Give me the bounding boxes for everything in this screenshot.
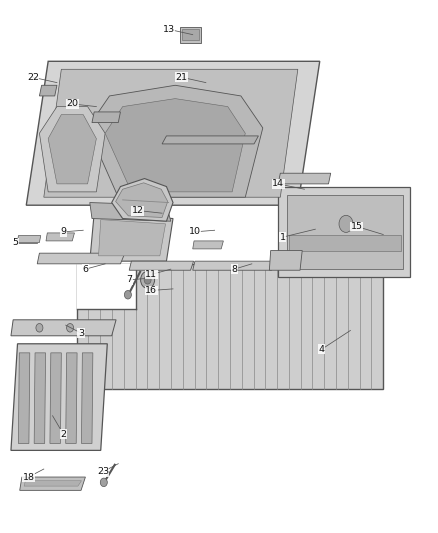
Polygon shape — [92, 112, 120, 123]
Polygon shape — [77, 264, 383, 389]
Text: 20: 20 — [66, 100, 78, 108]
Polygon shape — [18, 353, 30, 443]
Text: 21: 21 — [176, 73, 188, 82]
Polygon shape — [34, 353, 46, 443]
Polygon shape — [46, 233, 74, 241]
Text: 16: 16 — [145, 286, 157, 295]
Circle shape — [144, 276, 151, 284]
Polygon shape — [129, 261, 194, 270]
Text: 9: 9 — [60, 228, 67, 236]
Polygon shape — [26, 61, 320, 205]
Polygon shape — [269, 251, 302, 270]
Polygon shape — [287, 195, 403, 269]
Polygon shape — [289, 235, 401, 251]
Text: 23: 23 — [97, 467, 109, 476]
Polygon shape — [112, 179, 173, 221]
Text: 22: 22 — [27, 73, 39, 82]
Text: 12: 12 — [132, 206, 144, 215]
Circle shape — [339, 215, 353, 232]
Polygon shape — [180, 27, 201, 43]
Polygon shape — [39, 85, 57, 96]
Polygon shape — [162, 136, 258, 144]
Polygon shape — [24, 481, 81, 486]
Text: 6: 6 — [82, 265, 88, 273]
Polygon shape — [90, 213, 173, 261]
Text: 15: 15 — [351, 222, 363, 231]
Polygon shape — [44, 69, 298, 197]
Polygon shape — [182, 29, 199, 40]
Text: 7: 7 — [126, 276, 132, 284]
Circle shape — [67, 324, 74, 332]
Polygon shape — [20, 477, 85, 490]
Text: 14: 14 — [272, 180, 284, 188]
Polygon shape — [18, 236, 41, 243]
Text: 10: 10 — [189, 228, 201, 236]
Polygon shape — [50, 353, 61, 443]
Polygon shape — [193, 261, 275, 270]
Polygon shape — [278, 173, 331, 184]
Text: 5: 5 — [12, 238, 18, 247]
Polygon shape — [11, 344, 107, 450]
Polygon shape — [90, 203, 171, 221]
Polygon shape — [88, 85, 263, 197]
Polygon shape — [66, 353, 77, 443]
Polygon shape — [105, 99, 245, 192]
Text: 4: 4 — [319, 345, 325, 353]
Text: 3: 3 — [78, 329, 84, 337]
Text: 13: 13 — [162, 25, 175, 34]
Circle shape — [100, 478, 107, 487]
Polygon shape — [48, 115, 96, 184]
Circle shape — [36, 324, 43, 332]
Circle shape — [141, 271, 155, 288]
Text: 1: 1 — [279, 233, 286, 241]
Polygon shape — [116, 183, 168, 217]
Text: 8: 8 — [231, 265, 237, 273]
Polygon shape — [278, 187, 410, 277]
Polygon shape — [11, 320, 116, 336]
Polygon shape — [99, 220, 166, 256]
Polygon shape — [81, 353, 93, 443]
Polygon shape — [37, 253, 125, 264]
Polygon shape — [39, 107, 105, 192]
Polygon shape — [77, 264, 136, 309]
Circle shape — [124, 290, 131, 299]
Text: 11: 11 — [145, 270, 157, 279]
Polygon shape — [193, 241, 223, 249]
Text: 2: 2 — [60, 430, 67, 439]
Text: 18: 18 — [22, 473, 35, 481]
